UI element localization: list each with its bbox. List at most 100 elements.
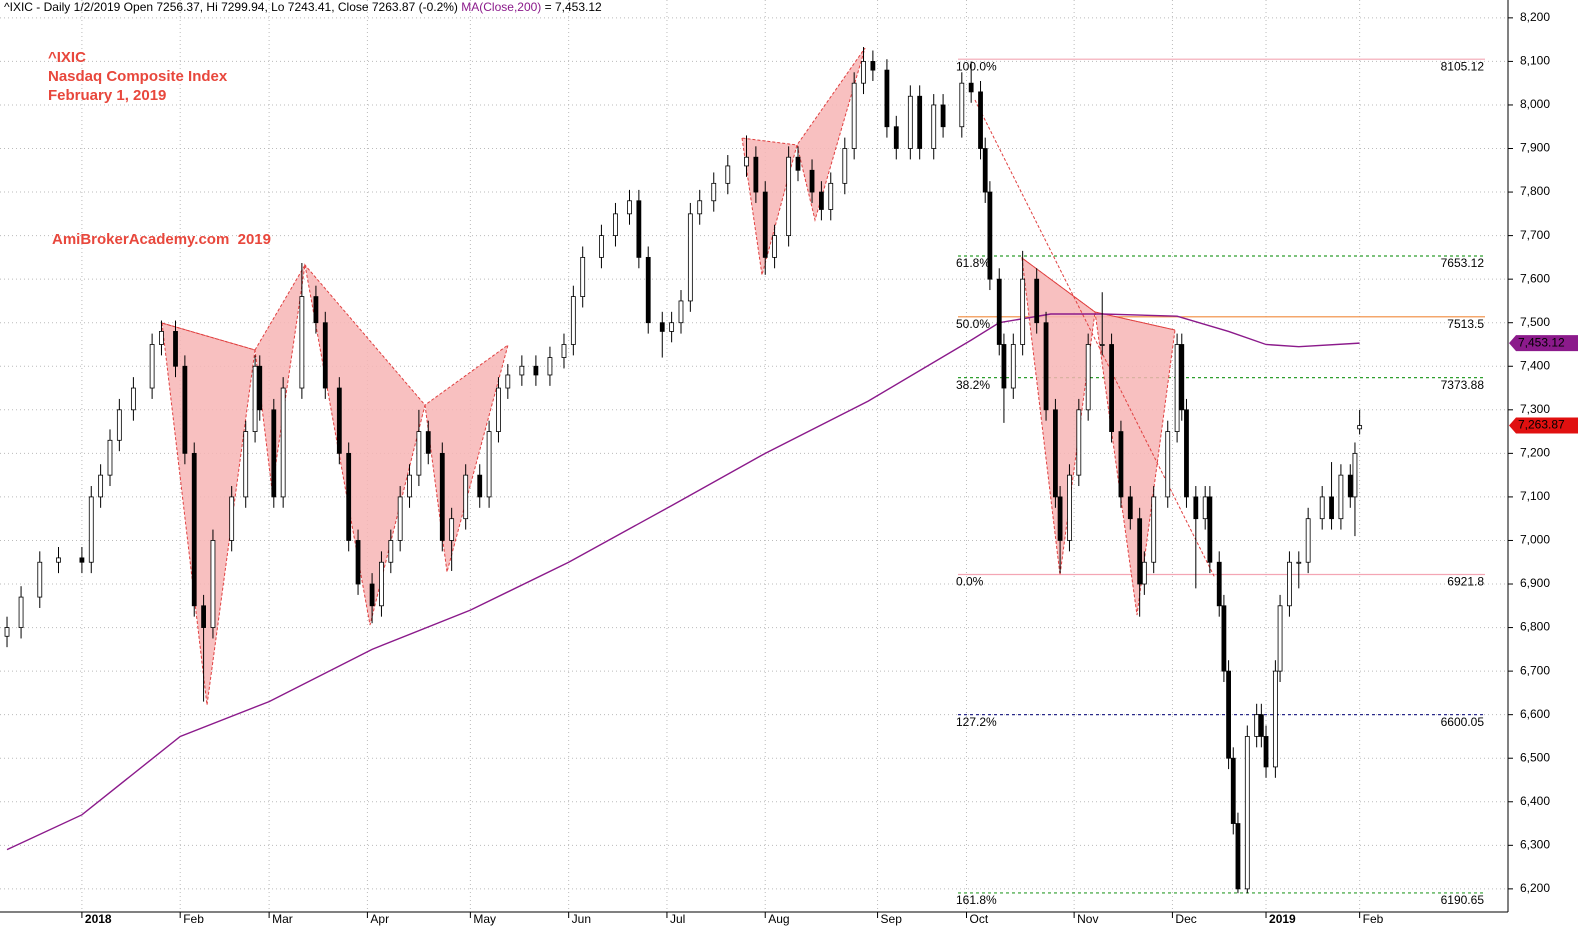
- x-tick-label: Dec: [1175, 912, 1196, 926]
- fib-value: 7653.12: [1441, 256, 1485, 270]
- candle-body: [809, 169, 815, 193]
- candle-body: [425, 431, 431, 454]
- candle-body: [486, 431, 492, 498]
- pattern-line: [1094, 311, 1176, 331]
- candle-body: [711, 182, 717, 202]
- candle-body: [229, 496, 235, 541]
- candle-body: [336, 387, 342, 454]
- candle-body: [917, 95, 923, 149]
- candle-body: [1053, 409, 1058, 498]
- y-tick-label: 7,000: [1520, 533, 1550, 547]
- candle-body: [795, 156, 801, 171]
- y-tick-label: 7,600: [1520, 271, 1550, 285]
- candle-body: [884, 69, 890, 128]
- price-tag: [1509, 417, 1578, 434]
- candle-body: [547, 357, 553, 376]
- candle-body: [861, 61, 866, 84]
- annotation: February 1, 2019: [48, 87, 166, 104]
- x-tick-label: Apr: [370, 912, 389, 926]
- candle-body: [1109, 344, 1114, 432]
- y-tick-label: 7,700: [1520, 228, 1550, 242]
- fib-label: 50.0%: [956, 317, 990, 331]
- candle-body: [182, 365, 188, 454]
- candle-body: [322, 322, 328, 389]
- candle-body: [1226, 670, 1231, 759]
- candle-body: [968, 82, 974, 93]
- candle-body: [762, 191, 768, 258]
- candle-body: [982, 148, 988, 193]
- candle-body: [299, 296, 305, 389]
- candle-body: [1043, 322, 1049, 411]
- candle-body: [1057, 496, 1063, 541]
- candle-body: [893, 126, 899, 149]
- annotation: Nasdaq Composite Index: [48, 68, 228, 85]
- candle-body: [828, 182, 834, 210]
- candle-body: [1179, 344, 1185, 411]
- pattern-triangle: [304, 263, 426, 626]
- header: ^IXIC - Daily 1/2/2019 Open 7256.37, Hi …: [4, 0, 602, 14]
- candle-body: [79, 557, 85, 563]
- candle-body: [1118, 431, 1124, 498]
- candle-body: [449, 518, 455, 541]
- candle-body: [1165, 431, 1171, 498]
- candle-body: [210, 540, 216, 628]
- fib-value: 8105.12: [1441, 59, 1485, 73]
- candle-body: [697, 200, 703, 215]
- candle-body: [18, 596, 24, 628]
- ma-line: [6, 313, 1360, 851]
- candle-body: [1347, 474, 1353, 498]
- candle-body: [1137, 518, 1143, 585]
- candle-body: [1076, 409, 1082, 476]
- candle-body: [659, 322, 665, 332]
- candle-body: [1272, 670, 1278, 768]
- candle-body: [355, 540, 361, 585]
- candle-body: [496, 387, 501, 432]
- candle-body: [1184, 409, 1189, 498]
- candle-body: [959, 82, 965, 128]
- fib-label: 38.2%: [956, 378, 990, 392]
- candle-body: [687, 213, 693, 302]
- candle-body: [271, 409, 277, 498]
- candle-body: [772, 235, 777, 258]
- x-tick-label: Sep: [881, 912, 903, 926]
- candle-body: [1151, 496, 1157, 563]
- pattern-line: [161, 322, 256, 351]
- candle-body: [931, 104, 937, 149]
- y-tick-label: 7,900: [1520, 141, 1550, 155]
- candle-body: [1174, 344, 1180, 432]
- candle-body: [1296, 561, 1302, 564]
- fib-value: 6921.8: [1447, 575, 1484, 589]
- x-tick-label: Mar: [272, 912, 293, 926]
- candle-body: [996, 278, 1002, 345]
- candle-body: [744, 156, 749, 167]
- candle-body: [1020, 278, 1026, 345]
- candle-body: [463, 474, 469, 520]
- candle-body: [1067, 474, 1072, 541]
- candle-body: [1235, 823, 1241, 890]
- x-tick-label: Jul: [670, 912, 685, 926]
- candle-body: [477, 474, 483, 498]
- candle-body: [533, 365, 539, 376]
- fib-value: 7373.88: [1441, 378, 1485, 392]
- pattern-triangle: [424, 343, 509, 573]
- candle-body: [4, 627, 10, 637]
- candle-body: [570, 296, 576, 345]
- candle-body: [1338, 474, 1344, 520]
- pattern-triangle: [1094, 311, 1176, 616]
- header-ma-value: = 7,453.12: [545, 0, 602, 14]
- candle-body: [1357, 425, 1363, 430]
- y-tick-label: 6,400: [1520, 794, 1550, 808]
- candle-body: [645, 256, 651, 324]
- candle-body: [842, 148, 848, 184]
- candle-body: [1001, 344, 1007, 389]
- header-ma: MA(Close,200): [461, 0, 541, 14]
- candle-body: [1034, 278, 1040, 324]
- candle-body: [407, 474, 412, 498]
- candle-body: [107, 439, 113, 476]
- pattern-triangle: [161, 322, 256, 706]
- fib-value: 6600.05: [1441, 715, 1485, 729]
- candle-body: [1141, 561, 1147, 585]
- y-tick-label: 8,000: [1520, 97, 1550, 111]
- y-tick-label: 6,300: [1520, 837, 1550, 851]
